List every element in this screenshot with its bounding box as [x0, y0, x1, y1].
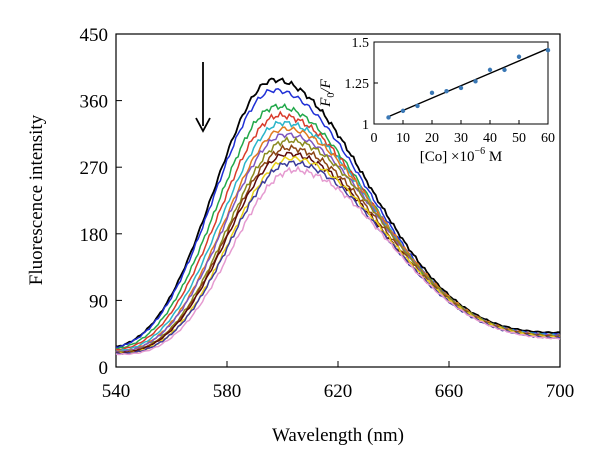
inset-y-axis: 1 1.25 1.5: [345, 36, 378, 133]
inset-fit-line: [388, 47, 549, 118]
inset-data-point: [386, 115, 391, 120]
main-x-tick-label: 580: [213, 381, 242, 402]
inset-data-point: [444, 89, 449, 94]
decrease-arrow: [195, 62, 211, 133]
inset-y-tick-label: 1: [362, 118, 369, 133]
inset-x-tick-label: 20: [425, 131, 439, 146]
main-y-tick-label: 450: [80, 25, 109, 46]
inset-y-tick-label: 1.5: [352, 36, 370, 51]
main-x-axis-label: Wavelength (nm): [272, 425, 404, 446]
inset-series-group: [386, 47, 551, 120]
inset-data-point: [487, 67, 493, 73]
main-y-tick-label: 270: [80, 158, 109, 179]
inset-data-point: [400, 108, 406, 114]
inset-data-point: [516, 54, 522, 59]
inset-data-point: [502, 67, 507, 73]
inset-x-axis-label: [Co] ×10−6 M: [420, 146, 502, 165]
inset-data-point: [429, 90, 435, 96]
main-x-tick-label: 660: [435, 381, 464, 402]
inset-data-point: [415, 103, 420, 109]
inset-data-point: [458, 85, 464, 91]
inset-y-axis-label: F0/F: [318, 78, 337, 107]
spectrum-line: [115, 165, 561, 356]
main-y-tick-label: 180: [80, 225, 109, 246]
inset-y-tick-label: 1.25: [345, 77, 370, 92]
main-y-tick-label: 0: [99, 358, 109, 379]
inset-x-axis: 0 10 20 30 40 50 60: [371, 120, 555, 146]
spectrum-line: [115, 77, 561, 348]
main-y-axis: 0 90 180 270 360 450: [80, 25, 122, 379]
main-x-tick-label: 700: [546, 381, 575, 402]
main-y-tick-label: 90: [89, 291, 108, 312]
inset-x-tick-label: 60: [541, 131, 555, 146]
inset-chart: 0 10 20 30 40 50 60 1 1.25 1.5 [Co] ×10−6 M F0/F: [318, 36, 555, 165]
main-x-axis: 540 580 620 660 700: [102, 361, 575, 402]
inset-x-tick-label: 0: [371, 131, 378, 146]
inset-x-tick-label: 10: [396, 131, 410, 146]
inset-data-point: [473, 79, 478, 84]
main-x-tick-label: 540: [102, 381, 131, 402]
main-y-axis-label: Fluorescence intensity: [26, 114, 47, 285]
inset-x-tick-label: 40: [483, 131, 497, 146]
inset-x-tick-label: 50: [512, 131, 526, 146]
inset-x-tick-label: 30: [454, 131, 468, 146]
spectrum-line: [115, 144, 561, 354]
main-chart: 540 580 620 660 700 0 90 180 270 360 450 Waveleng…: [26, 25, 574, 446]
main-y-tick-label: 360: [80, 92, 109, 113]
main-series-group: [115, 77, 561, 356]
main-x-tick-label: 620: [324, 381, 353, 402]
inset-data-point: [545, 48, 551, 53]
